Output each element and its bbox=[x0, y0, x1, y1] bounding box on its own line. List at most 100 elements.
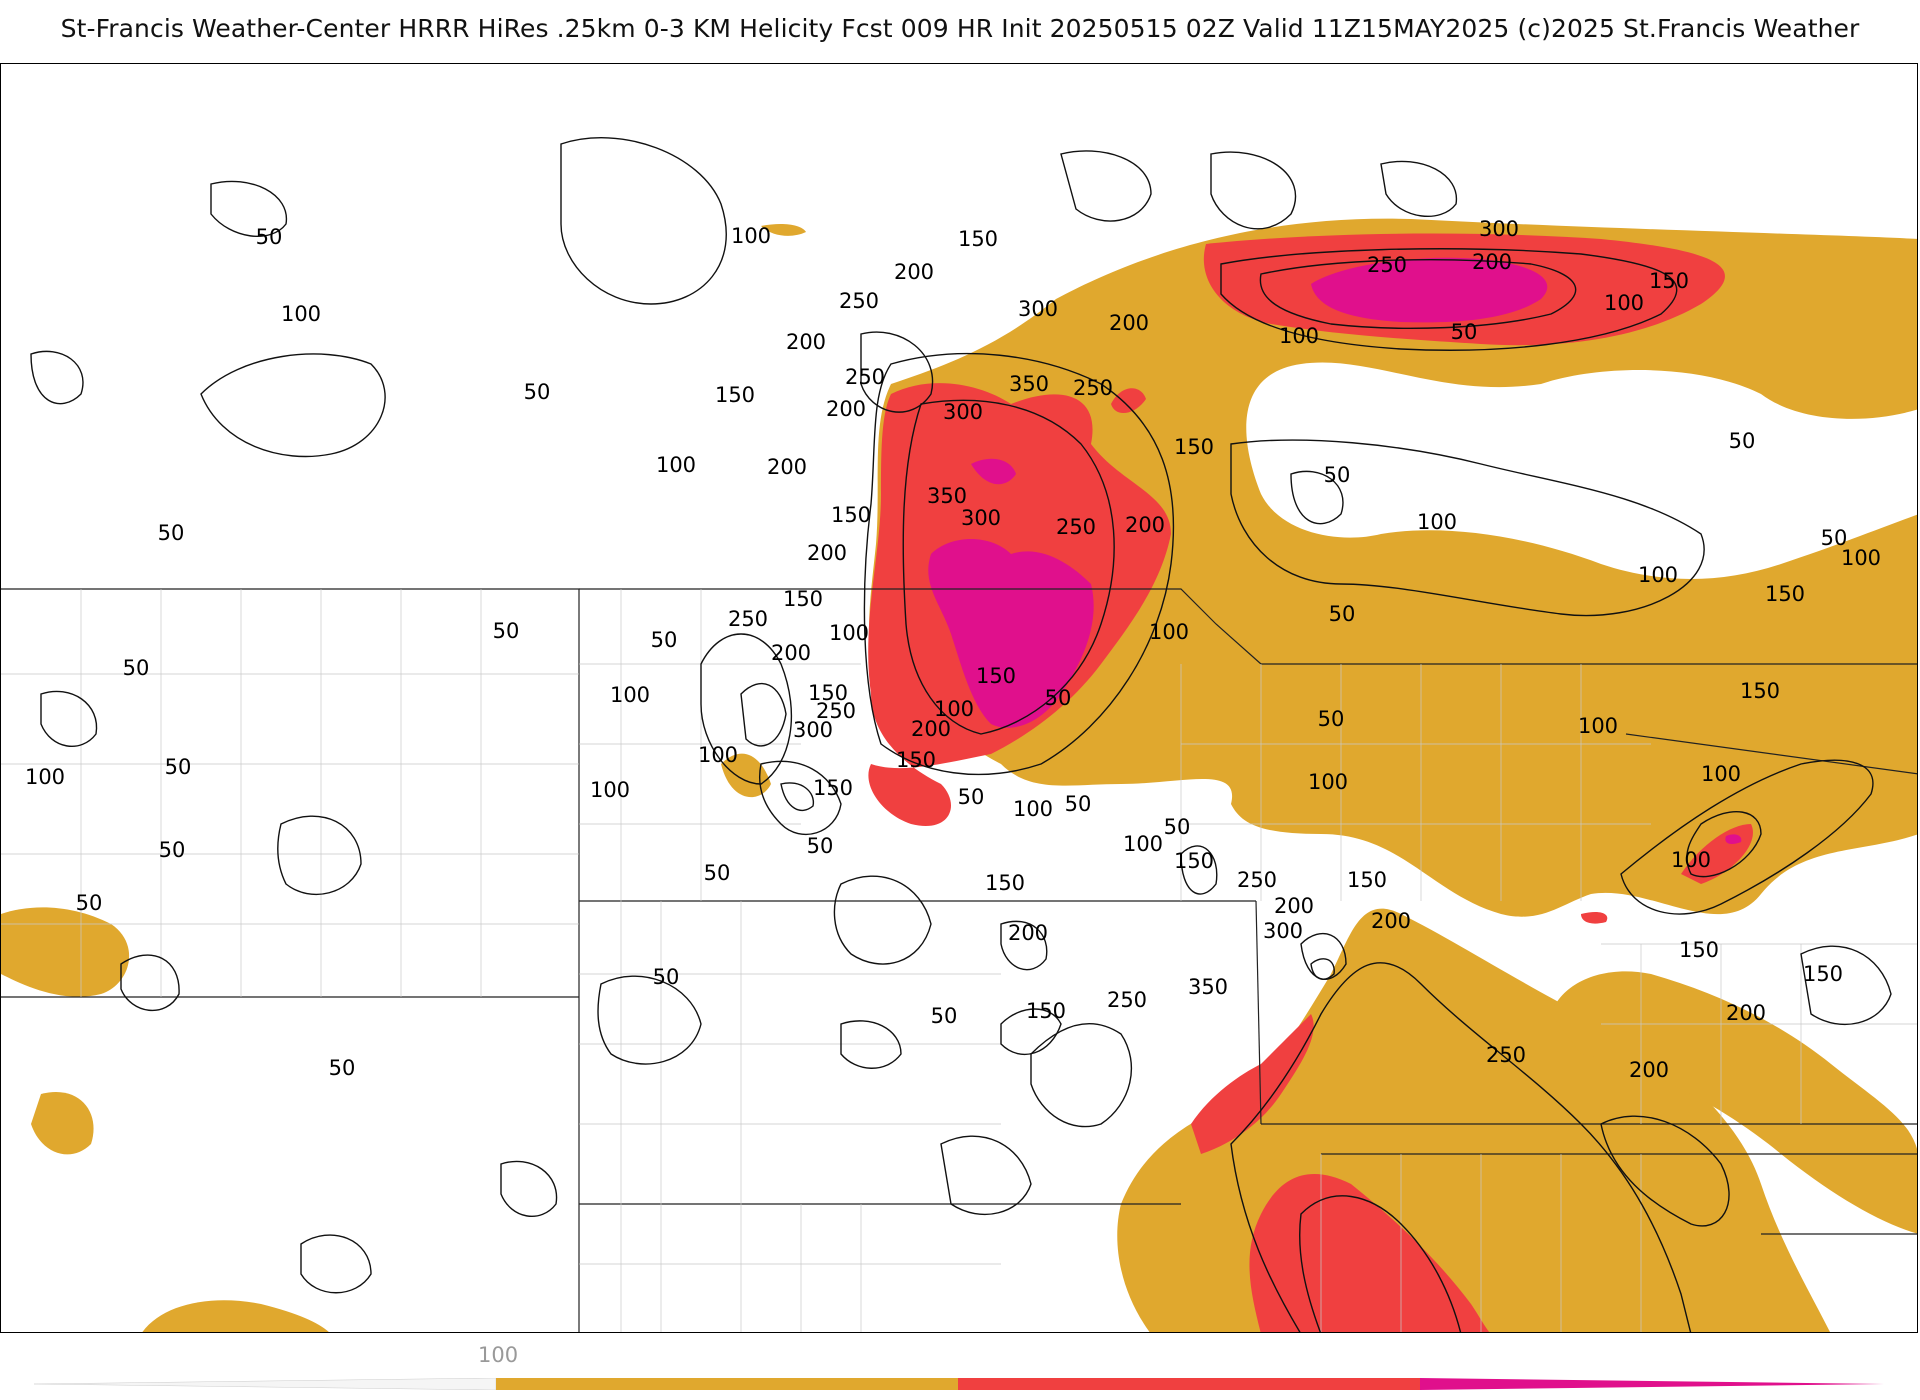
contour-label: 50 bbox=[256, 225, 283, 249]
colorbar-lower-triangle bbox=[34, 1378, 497, 1390]
contour-label: 100 bbox=[1123, 832, 1163, 856]
contour-label: 300 bbox=[961, 506, 1001, 530]
helicity-fill-100-southeast bbox=[1551, 971, 1917, 1234]
contour-label: 100 bbox=[1841, 546, 1881, 570]
contour-label: 50 bbox=[1065, 792, 1092, 816]
contour-label: 100 bbox=[1701, 762, 1741, 786]
contour-label: 50 bbox=[1318, 707, 1345, 731]
contour-label: 50 bbox=[1045, 686, 1072, 710]
contour-label: 250 bbox=[1367, 253, 1407, 277]
helicity-fill-100-top bbox=[761, 224, 806, 236]
contour-label: 150 bbox=[1765, 582, 1805, 606]
contour-label: 100 bbox=[731, 224, 771, 248]
contour-label: 50 bbox=[1821, 526, 1848, 550]
contour-label: 100 bbox=[1578, 714, 1618, 738]
colorbar-segment-orange bbox=[496, 1378, 958, 1390]
contour-label: 150 bbox=[831, 503, 871, 527]
helicity-fill-100-west-2 bbox=[31, 1092, 94, 1155]
contour-label: 100 bbox=[656, 453, 696, 477]
contour-label: 200 bbox=[807, 541, 847, 565]
contour-label: 300 bbox=[793, 718, 833, 742]
contour-label: 100 bbox=[590, 778, 630, 802]
contour-label: 250 bbox=[728, 607, 768, 631]
contour-label: 150 bbox=[1649, 269, 1689, 293]
contour-label: 50 bbox=[76, 891, 103, 915]
contour-label: 350 bbox=[1188, 975, 1228, 999]
helicity-fill-100-center bbox=[721, 753, 771, 798]
contour-label: 150 bbox=[1174, 849, 1214, 873]
contour-label: 300 bbox=[1479, 217, 1519, 241]
contour-label: 250 bbox=[1237, 868, 1277, 892]
contour-label: 100 bbox=[698, 743, 738, 767]
contour-label: 100 bbox=[1604, 291, 1644, 315]
contour-label: 100 bbox=[25, 765, 65, 789]
contour-label: 50 bbox=[653, 965, 680, 989]
contour-label: 50 bbox=[524, 380, 551, 404]
map-title: St-Francis Weather-Center HRRR HiRes .25… bbox=[60, 14, 1860, 43]
contour-label: 150 bbox=[813, 776, 853, 800]
contour-label: 200 bbox=[1472, 250, 1512, 274]
contour-label: 200 bbox=[1274, 894, 1314, 918]
contour-label: 150 bbox=[783, 587, 823, 611]
state-borders bbox=[1, 588, 1917, 1332]
contour-label: 150 bbox=[1026, 999, 1066, 1023]
helicity-fill-100-west-1 bbox=[1, 907, 130, 997]
contour-label: 200 bbox=[786, 330, 826, 354]
contour-label: 150 bbox=[1347, 868, 1387, 892]
contour-label: 250 bbox=[816, 699, 856, 723]
contour-label: 200 bbox=[911, 717, 951, 741]
contour-label: 50 bbox=[158, 521, 185, 545]
contour-label: 100 bbox=[1671, 848, 1711, 872]
colorbar bbox=[34, 1378, 1884, 1390]
contour-label: 50 bbox=[1329, 602, 1356, 626]
contour-label: 250 bbox=[1486, 1043, 1526, 1067]
contour-label: 150 bbox=[715, 383, 755, 407]
contour-label: 50 bbox=[123, 656, 150, 680]
contour-label: 100 bbox=[281, 302, 321, 326]
contour-label: 150 bbox=[1740, 679, 1780, 703]
helicity-fill-200-swstrip bbox=[1191, 1014, 1314, 1154]
colorbar-segment-red bbox=[958, 1378, 1420, 1390]
contour-label: 50 bbox=[704, 861, 731, 885]
helicity-fill-300-north bbox=[1311, 257, 1548, 323]
contour-label: 150 bbox=[958, 227, 998, 251]
contour-label: 150 bbox=[808, 681, 848, 705]
helicity-fill-layer bbox=[1, 218, 1917, 1332]
helicity-fill-300-central bbox=[928, 539, 1094, 728]
contour-label: 50 bbox=[1729, 429, 1756, 453]
contour-label: 250 bbox=[1056, 515, 1096, 539]
helicity-fill-300-nc bbox=[971, 458, 1016, 485]
contour-label: 200 bbox=[1371, 909, 1411, 933]
helicity-fill-300-e bbox=[1725, 834, 1742, 844]
contour-label: 200 bbox=[1629, 1058, 1669, 1082]
contour-label: 50 bbox=[1164, 815, 1191, 839]
contour-label: 50 bbox=[1324, 463, 1351, 487]
helicity-fill-200-ne bbox=[1111, 388, 1146, 414]
contour-label: 200 bbox=[894, 260, 934, 284]
contour-label: 300 bbox=[943, 400, 983, 424]
contour-label: 200 bbox=[767, 455, 807, 479]
contour-label: 150 bbox=[1803, 962, 1843, 986]
helicity-map: 50 100 100 150 200 250 200 300 200 100 300 250 200 15… bbox=[0, 63, 1918, 1333]
contour-label: 250 bbox=[1107, 988, 1147, 1012]
colorbar-segment-magenta bbox=[1420, 1378, 1884, 1390]
contour-label: 150 bbox=[985, 871, 1025, 895]
contour-label: 250 bbox=[845, 365, 885, 389]
contour-label: 300 bbox=[1018, 297, 1058, 321]
contour-label: 50 bbox=[165, 755, 192, 779]
contour-label: 100 bbox=[1279, 324, 1319, 348]
contour-label: 100 bbox=[1013, 797, 1053, 821]
contour-label: 50 bbox=[807, 834, 834, 858]
contour-label: 100 bbox=[1149, 620, 1189, 644]
contour-label: 50 bbox=[1451, 320, 1478, 344]
contour-label: 50 bbox=[931, 1004, 958, 1028]
contour-label: 150 bbox=[896, 748, 936, 772]
contour-label: 200 bbox=[1125, 513, 1165, 537]
contour-label: 150 bbox=[1174, 435, 1214, 459]
contour-label: 100 bbox=[829, 621, 869, 645]
contour-label: 50 bbox=[958, 785, 985, 809]
colorbar-tick-label: 100 bbox=[478, 1343, 519, 1367]
contour-label: 50 bbox=[329, 1056, 356, 1080]
contour-label: 350 bbox=[927, 484, 967, 508]
